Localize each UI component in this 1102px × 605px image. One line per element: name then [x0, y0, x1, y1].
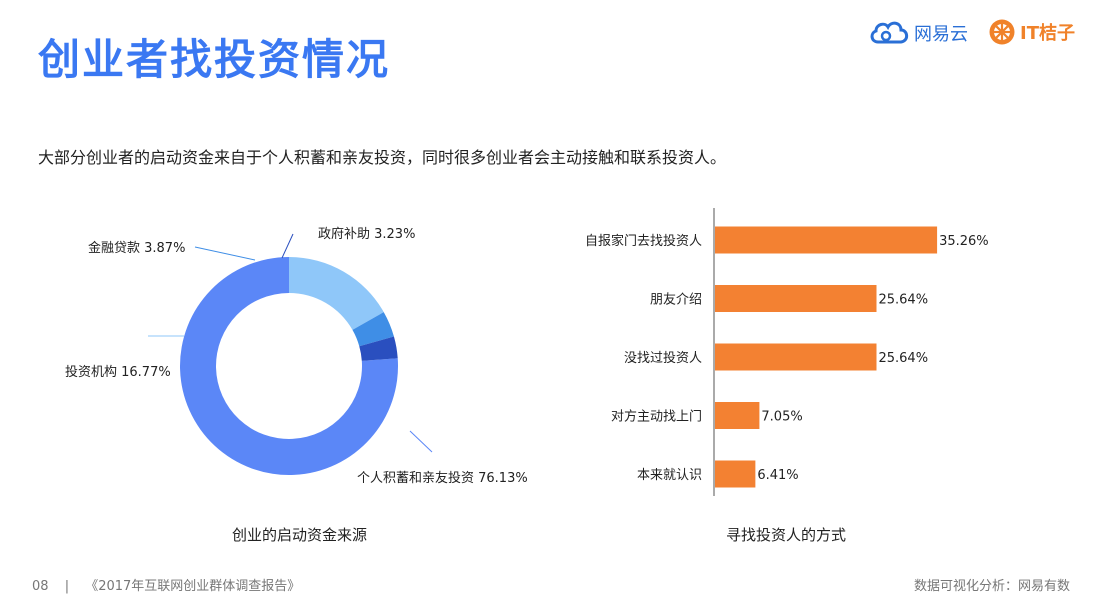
donut-leader-line: [281, 233, 294, 259]
bar-value-label: 7.05%: [761, 410, 802, 425]
donut-label: 政府补助 3.23%: [318, 227, 415, 242]
bar-category-label: 没找过投资人: [624, 350, 702, 366]
cloud-icon: [870, 21, 909, 44]
netease-cloud-logo: 网易云: [868, 18, 968, 48]
page-subtitle: 大部分创业者的启动资金来自于个人积蓄和亲友投资，同时很多创业者会主动接触和联系投…: [38, 148, 727, 167]
page-number: 08: [32, 579, 49, 594]
donut-chart-svg: 个人积蓄和亲友投资 76.13% 投资机构 16.77% 金融贷款 3.87% 政府补…: [65, 227, 528, 486]
donut-label: 个人积蓄和亲友投资 76.13%: [357, 470, 528, 486]
bar: [715, 460, 756, 488]
donut-label: 投资机构 16.77%: [65, 364, 171, 380]
bar-value-label: 6.41%: [757, 468, 798, 483]
brand-name-itjuzi: IT桔子: [1020, 23, 1075, 44]
donut-slice: [179, 257, 398, 475]
bar-chart-svg: 自报家门去找投资人 35.26% 朋友介绍 25.64% 没找过投资人 25.64% 对方主…: [585, 208, 989, 496]
bar: [715, 343, 877, 371]
bar-value-label: 25.64%: [878, 293, 928, 308]
bar: [715, 402, 760, 429]
donut-slice: [352, 312, 394, 347]
bar: [715, 285, 877, 312]
bar-chart-title: 寻找投资人的方式: [726, 526, 847, 544]
bar-category-label: 本来就认识: [637, 468, 702, 483]
footer-separator: |: [64, 579, 70, 594]
bar-category-label: 自报家门去找投资人: [585, 233, 702, 249]
bar-category-label: 朋友介绍: [650, 292, 702, 308]
itjuzi-logo: IT桔子: [988, 18, 1075, 46]
footer-left: 08 | 《2017年互联网创业群体调查报告》: [32, 575, 300, 594]
donut-chart-title: 创业的启动资金来源: [232, 526, 368, 544]
donut-chart: 个人积蓄和亲友投资 76.13% 投资机构 16.77% 金融贷款 3.87% 政府补…: [0, 200, 560, 500]
page-title: 创业者找投资情况: [38, 35, 391, 84]
donut-label: 金融贷款 3.87%: [88, 240, 185, 256]
bar-category-label: 对方主动找上门: [611, 409, 702, 425]
data-source: 数据可视化分析：网易有数: [913, 579, 1070, 594]
bar: [715, 226, 938, 254]
report-title: 《2017年互联网创业群体调查报告》: [85, 579, 301, 594]
donut-leader-line: [409, 430, 433, 453]
donut-slice: [359, 336, 398, 361]
bar-value-label: 25.64%: [878, 351, 928, 366]
bar-value-label: 35.26%: [939, 234, 989, 249]
bar-chart: 自报家门去找投资人 35.26% 朋友介绍 25.64% 没找过投资人 25.64% 对方主…: [560, 200, 1100, 500]
brand-name-netease: 网易云: [914, 24, 968, 45]
donut-leader-line: [194, 246, 256, 261]
donut-slice: [289, 257, 384, 330]
orange-icon: [989, 19, 1015, 45]
